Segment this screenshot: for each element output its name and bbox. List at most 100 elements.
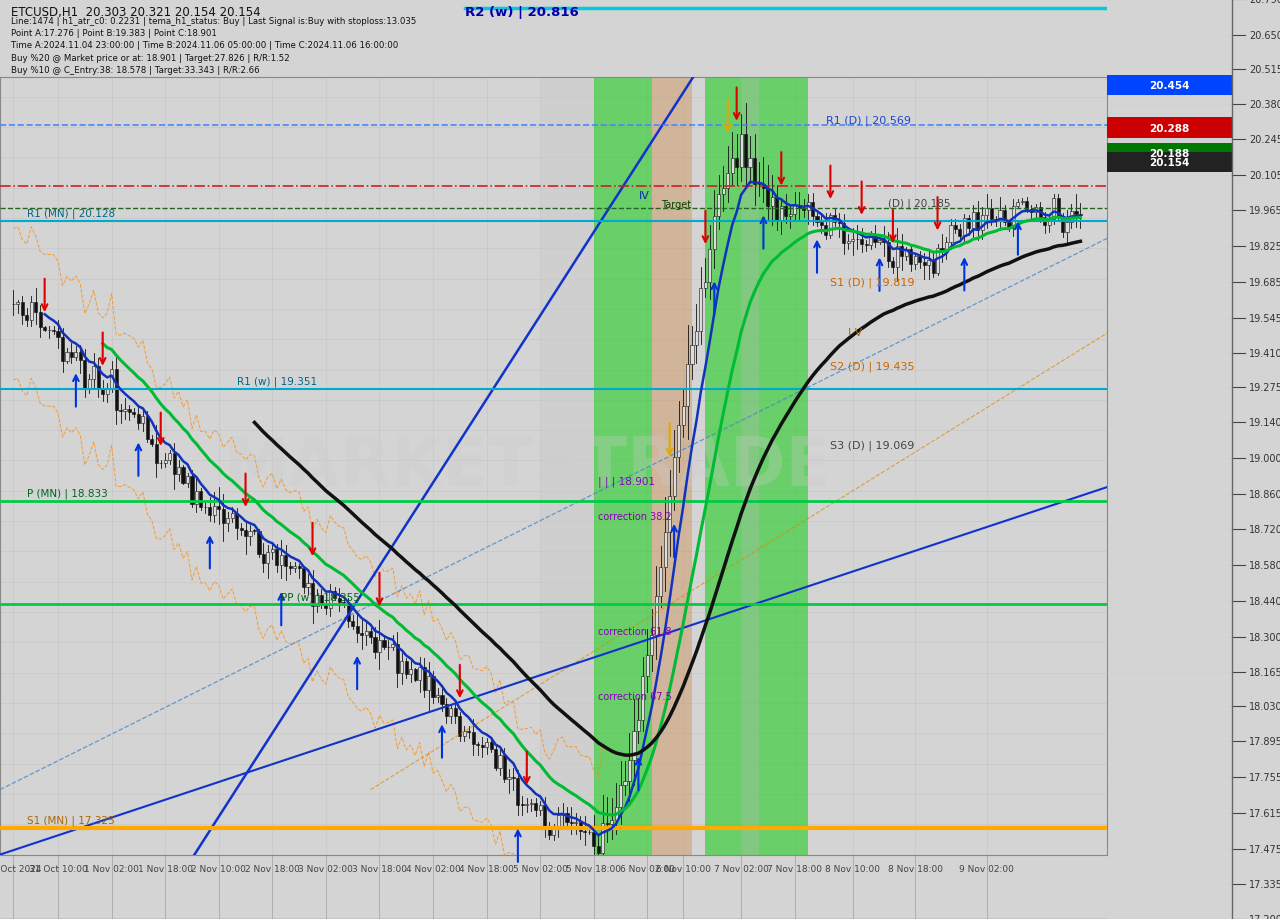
Bar <box>132 413 136 414</box>
Bar <box>150 439 154 445</box>
Bar <box>1061 217 1064 233</box>
Bar <box>548 828 550 835</box>
Bar <box>717 195 721 217</box>
Bar <box>936 249 940 273</box>
Bar <box>88 380 91 390</box>
Bar <box>146 416 148 439</box>
Bar <box>123 410 127 412</box>
Bar <box>927 260 931 266</box>
Bar <box>690 346 694 365</box>
Bar <box>557 815 559 827</box>
Bar <box>485 743 488 747</box>
Bar <box>941 249 943 251</box>
Bar <box>998 211 1002 221</box>
Bar <box>749 159 751 167</box>
Bar <box>26 316 28 321</box>
Bar <box>507 777 511 779</box>
Text: P (MN) | 18.833: P (MN) | 18.833 <box>27 488 108 499</box>
Bar <box>602 823 604 853</box>
Text: 7 Nov 18:00: 7 Nov 18:00 <box>767 864 822 873</box>
Bar <box>74 352 78 357</box>
Text: 5 Nov 18:00: 5 Nov 18:00 <box>566 864 621 873</box>
Text: 6 Nov 02:00: 6 Nov 02:00 <box>620 864 675 873</box>
Bar <box>306 583 310 587</box>
Bar <box>593 833 595 846</box>
Bar <box>155 445 157 463</box>
Bar <box>454 709 457 717</box>
Bar <box>284 555 287 566</box>
Bar <box>347 604 349 621</box>
Bar <box>404 662 408 675</box>
Bar <box>365 631 367 636</box>
Bar <box>596 846 600 853</box>
Bar <box>293 567 296 569</box>
Bar <box>1074 212 1078 215</box>
Bar <box>972 213 975 229</box>
Bar <box>248 531 252 537</box>
Text: S1 (MN) | 17.325: S1 (MN) | 17.325 <box>27 814 114 825</box>
Bar <box>534 803 538 811</box>
Bar <box>141 416 145 424</box>
Text: 17.335: 17.335 <box>1249 879 1280 890</box>
Text: Point A:17.276 | Point B:19.383 | Point C:18.901: Point A:17.276 | Point B:19.383 | Point … <box>12 29 216 39</box>
Text: Buy %20 @ Entry -88: 15.409 | Target:20.188 | R/R:2.01: Buy %20 @ Entry -88: 15.409 | Target:20.… <box>12 126 253 135</box>
Bar <box>320 596 323 604</box>
Bar <box>864 244 868 246</box>
Text: 8 Nov 18:00: 8 Nov 18:00 <box>888 864 943 873</box>
Text: 17.200: 17.200 <box>1249 914 1280 919</box>
Bar <box>61 337 64 362</box>
Bar <box>173 453 175 474</box>
Text: correction 38.2: correction 38.2 <box>598 511 672 521</box>
Bar <box>458 717 461 736</box>
Text: Buy %20 @ Market price or at: 18.901 | Target:27.826 | R/R:1.52: Buy %20 @ Market price or at: 18.901 | T… <box>12 53 289 62</box>
Bar <box>977 213 979 231</box>
Bar <box>383 640 385 648</box>
Text: 19.685: 19.685 <box>1249 278 1280 288</box>
Bar <box>620 785 622 807</box>
Text: R2 (w) | 20.816: R2 (w) | 20.816 <box>465 6 579 19</box>
Bar <box>218 506 220 510</box>
Text: (D) | 20.185: (D) | 20.185 <box>888 199 951 209</box>
Bar <box>963 220 966 237</box>
Bar <box>744 135 748 167</box>
Text: 7 Nov 02:00: 7 Nov 02:00 <box>714 864 768 873</box>
Bar <box>212 506 216 516</box>
Bar <box>449 709 452 716</box>
Bar <box>1029 210 1033 213</box>
Text: Target:10k:21.008 | Target:16k:22.31 | Target:250:24.169 | Target:423:27.826 | T: Target:10k:21.008 | Target:16k:22.31 | T… <box>12 138 568 147</box>
Text: 20.790: 20.790 <box>1249 0 1280 5</box>
Text: 19.410: 19.410 <box>1249 348 1280 358</box>
Bar <box>419 667 421 680</box>
Bar <box>614 807 618 821</box>
Bar <box>785 207 787 216</box>
Bar <box>641 676 644 720</box>
Text: 4 Nov 02:00: 4 Nov 02:00 <box>406 864 461 873</box>
Text: 18.300: 18.300 <box>1249 632 1280 642</box>
Bar <box>869 234 872 246</box>
Bar <box>1107 119 1231 139</box>
Bar <box>342 603 346 604</box>
Text: 19.275: 19.275 <box>1249 383 1280 392</box>
Bar <box>512 777 515 778</box>
Bar <box>740 135 742 167</box>
Bar <box>360 633 364 636</box>
Text: 20.245: 20.245 <box>1249 134 1280 144</box>
Bar <box>968 220 970 229</box>
Bar <box>401 662 403 674</box>
Bar <box>266 552 269 563</box>
Bar <box>878 241 881 243</box>
Text: 6 Nov 10:00: 6 Nov 10:00 <box>655 864 710 873</box>
Bar <box>101 389 104 394</box>
Bar <box>794 206 796 215</box>
Bar <box>1025 201 1028 210</box>
Bar <box>396 644 399 674</box>
Text: S2 (D) | 19.435: S2 (D) | 19.435 <box>831 360 915 371</box>
Bar <box>896 246 899 267</box>
Bar <box>392 644 394 647</box>
Bar <box>731 159 733 174</box>
Bar <box>695 332 698 346</box>
Bar <box>65 353 69 362</box>
Bar <box>476 744 479 745</box>
Text: R1 (MN) | 20.128: R1 (MN) | 20.128 <box>27 209 115 219</box>
Bar <box>722 188 724 195</box>
